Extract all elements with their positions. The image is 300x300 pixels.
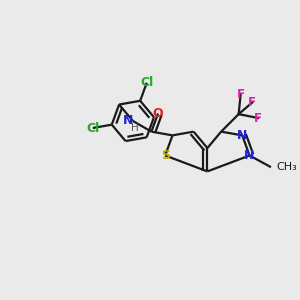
Text: N: N xyxy=(244,149,255,162)
Text: N: N xyxy=(237,129,247,142)
Text: O: O xyxy=(153,107,163,120)
Text: F: F xyxy=(237,88,244,101)
Text: Cl: Cl xyxy=(86,122,99,134)
Text: N: N xyxy=(122,114,133,128)
Text: Cl: Cl xyxy=(140,76,153,89)
Text: S: S xyxy=(161,149,170,162)
Text: F: F xyxy=(254,112,262,124)
Text: H: H xyxy=(131,123,139,133)
Text: CH₃: CH₃ xyxy=(277,162,298,172)
Text: F: F xyxy=(248,96,256,109)
